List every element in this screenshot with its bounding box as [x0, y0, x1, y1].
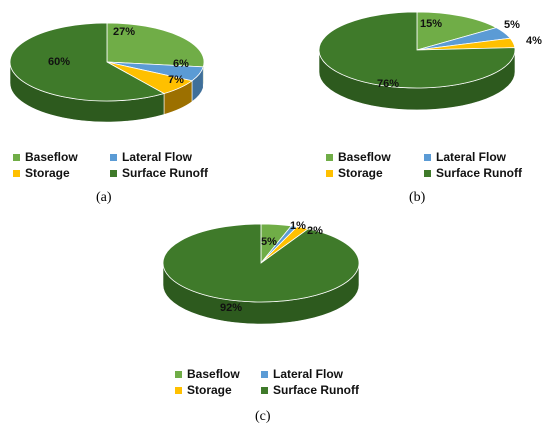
legend-swatch-lateral-flow [261, 370, 268, 378]
panel-caption-c: (c) [255, 409, 271, 424]
data-label-surface-runoff: 92% [220, 302, 242, 314]
legend-item-surface-runoff: Surface Runoff [261, 383, 359, 397]
legend-b: Baseflow Lateral Flow Storage Surface Ru… [300, 0, 550, 215]
data-label-surface-runoff: 60% [48, 56, 70, 68]
pie-slices [318, 11, 516, 89]
data-label-baseflow: 27% [113, 26, 135, 38]
legend-label-storage: Storage [338, 166, 383, 180]
legend-swatch-storage [175, 386, 182, 394]
legend-label-lateral-flow: Lateral Flow [436, 150, 507, 164]
data-label-storage: 4% [526, 35, 542, 47]
legend-label-surface-runoff: Surface Runoff [122, 166, 209, 180]
legend-item-baseflow: Baseflow [175, 367, 240, 381]
panel-caption-b: (b) [409, 190, 426, 205]
legend-swatch-baseflow [13, 153, 20, 161]
legend-label-storage: Storage [25, 166, 70, 180]
chart-panel-a: 27% 6% 7% 60% Baseflow Lateral Flow Storage… [0, 0, 275, 215]
legend-item-storage: Storage [326, 166, 383, 180]
chart-panel-b: 15% 5% 4% 76% Baseflow Lateral Flow Storage… [300, 0, 550, 215]
panel-caption-a: (a) [96, 190, 112, 205]
legend-swatch-lateral-flow [424, 153, 431, 161]
legend-swatch-lateral-flow [110, 153, 117, 161]
pie-sides [9, 61, 205, 123]
pie-slice-surface-runoff [318, 11, 516, 89]
legend-label-lateral-flow: Lateral Flow [122, 150, 193, 164]
legend-item-baseflow: Baseflow [326, 150, 391, 164]
data-label-lateral-flow: 6% [173, 58, 189, 70]
pie-slices [9, 22, 205, 102]
legend-swatch-baseflow [326, 153, 333, 161]
legend-item-surface-runoff: Surface Runoff [110, 166, 208, 180]
legend-swatch-surface-runoff [110, 169, 117, 177]
legend-a: Baseflow Lateral Flow Storage Surface Ru… [0, 0, 275, 215]
pie-slice-baseflow [106, 22, 205, 68]
pie-chart-b: 15% 5% 4% 76% [318, 11, 542, 111]
pie-slices [162, 223, 360, 303]
legend-label-baseflow: Baseflow [187, 367, 240, 381]
pie-slice-baseflow [416, 11, 498, 51]
legend-item-storage: Storage [13, 166, 70, 180]
chart-panel-c: 5% 1% 2% 92% Baseflow Lateral Flow Storage … [150, 215, 400, 429]
pie-slice-surface-runoff [162, 223, 360, 303]
pie-chart-a: 27% 6% 7% 60% [9, 22, 205, 123]
pie-slice-surface-runoff [9, 22, 166, 102]
legend-swatch-storage [13, 169, 20, 177]
legend-swatch-storage [326, 169, 333, 177]
data-label-surface-runoff: 76% [377, 78, 399, 90]
legend-label-lateral-flow: Lateral Flow [273, 367, 344, 381]
legend-label-surface-runoff: Surface Runoff [273, 383, 360, 397]
data-label-baseflow: 15% [420, 18, 442, 30]
data-label-storage: 7% [168, 74, 184, 86]
legend-item-storage: Storage [175, 383, 232, 397]
legend-item-lateral-flow: Lateral Flow [110, 150, 192, 164]
data-label-lateral-flow: 5% [504, 19, 520, 31]
legend-swatch-surface-runoff [261, 386, 268, 394]
pie-chart-c: 5% 1% 2% 92% [162, 220, 360, 325]
pie-data-labels: 5% 1% 2% 92% [220, 220, 323, 314]
pie-data-labels: 15% 5% 4% 76% [377, 18, 542, 90]
legend-item-lateral-flow: Lateral Flow [261, 367, 343, 381]
legend-swatch-surface-runoff [424, 169, 431, 177]
legend-label-surface-runoff: Surface Runoff [436, 166, 523, 180]
data-label-baseflow: 5% [261, 236, 277, 248]
legend-item-surface-runoff: Surface Runoff [424, 166, 522, 180]
pie-data-labels: 27% 6% 7% 60% [48, 26, 189, 86]
legend-item-baseflow: Baseflow [13, 150, 78, 164]
data-label-storage: 2% [307, 225, 323, 237]
legend-item-lateral-flow: Lateral Flow [424, 150, 506, 164]
legend-label-baseflow: Baseflow [338, 150, 391, 164]
legend-c: Baseflow Lateral Flow Storage Surface Ru… [150, 215, 400, 429]
legend-label-baseflow: Baseflow [25, 150, 78, 164]
data-label-lateral-flow: 1% [290, 220, 306, 232]
legend-swatch-baseflow [175, 370, 182, 378]
legend-label-storage: Storage [187, 383, 232, 397]
